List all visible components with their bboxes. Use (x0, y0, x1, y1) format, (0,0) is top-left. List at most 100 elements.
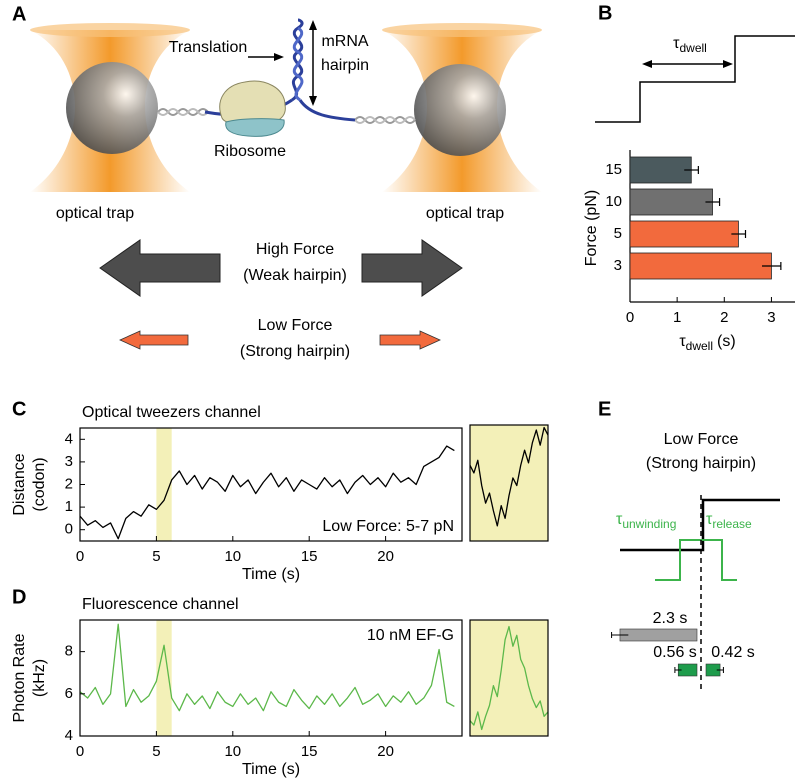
y-tick-label: 1 (65, 498, 73, 515)
x-tick-label: 2 (720, 309, 728, 326)
x-tick-label: 1 (673, 309, 681, 326)
force-arrow (361, 239, 463, 297)
annotation: Low Force: 5-7 pN (322, 518, 454, 535)
x-tick-label: 15 (301, 548, 318, 565)
y-tick-label: 4 (65, 727, 73, 744)
diagram-label: mRNA (321, 33, 368, 50)
trap-beam-top (30, 23, 190, 37)
diagram-label: Ribosome (214, 143, 286, 160)
tau-label: τunwinding (616, 511, 676, 531)
unit: (s) (717, 333, 736, 350)
diagram-label: High Force (256, 241, 334, 258)
annotation: 10 nM EF-G (367, 627, 454, 644)
tau-sub: release (712, 517, 752, 531)
x-tick-label: 0 (76, 548, 84, 565)
y-tick-label: 3 (65, 453, 73, 470)
dna-handle (157, 108, 209, 116)
diagram-label: optical trap (426, 205, 504, 222)
x-tick-label: 0 (76, 743, 84, 760)
tau-sub: unwinding (622, 517, 676, 531)
x-tick-label: 5 (152, 743, 160, 760)
force-arrow (379, 330, 441, 350)
force-arrow (99, 239, 221, 297)
value-label: 2.3 s (653, 610, 688, 627)
arrow-head (309, 20, 317, 106)
trap-diagram (30, 18, 542, 350)
chart-title: Fluorescence channel (82, 596, 239, 613)
x-axis-label: Time (s) (242, 566, 300, 583)
x-tick-label: 0 (626, 309, 634, 326)
bar (629, 252, 772, 280)
value-label: 0.56 s (653, 644, 697, 661)
diagram-label: Low Force (258, 317, 333, 334)
bar (629, 156, 692, 184)
diagram-label: Translation (169, 39, 248, 56)
tau-sub: dwell (686, 339, 713, 353)
inset-background (470, 425, 548, 541)
diagram-label: (Weak hairpin) (243, 267, 347, 284)
highlight-band (156, 620, 172, 736)
force-arrow (119, 330, 189, 350)
plot-frame (79, 619, 463, 737)
y-tick-label: 10 (605, 193, 622, 210)
hairpin-strand (292, 26, 304, 102)
x-tick-label: 10 (224, 743, 241, 760)
value-label: 0.42 s (711, 644, 755, 661)
trap-beam-top (382, 23, 542, 37)
panel-title: Low Force (664, 431, 739, 448)
x-tick-label: 5 (152, 548, 160, 565)
plot-frame (469, 424, 549, 542)
dna-handle (354, 116, 416, 124)
chart-title: Optical tweezers channel (82, 404, 261, 421)
panel-label: E (598, 398, 611, 420)
tau-label: τrelease (706, 511, 752, 531)
highlight-band (156, 428, 172, 541)
plot-frame (469, 619, 549, 737)
diagram-label: hairpin (321, 57, 369, 74)
tau-symbol: τ (616, 511, 623, 528)
x-axis-label: τdwell (s) (679, 333, 735, 353)
x-tick-label: 20 (377, 743, 394, 760)
y-tick-label: 6 (65, 685, 73, 702)
tau-label: τdwell (673, 35, 707, 55)
diagram-label: optical trap (56, 205, 134, 222)
y-axis-label: (kHz) (31, 659, 48, 697)
y-tick-label: 2 (65, 475, 73, 492)
x-tick-label: 15 (301, 743, 318, 760)
trace (79, 445, 455, 540)
bead (414, 64, 506, 156)
trace (79, 623, 455, 712)
ribosome-small (225, 118, 285, 137)
step-trace (595, 35, 795, 123)
inset-background (470, 620, 548, 736)
tau-symbol: τ (673, 35, 680, 52)
y-tick-label: 15 (605, 161, 622, 178)
diagram-label: (Strong hairpin) (240, 343, 350, 360)
arrow-head (274, 53, 284, 61)
panel-label: A (12, 3, 26, 25)
arrow-head (642, 60, 733, 68)
tau-sub: dwell (679, 41, 706, 55)
panel-label: B (598, 2, 612, 24)
x-tick-label: 20 (377, 548, 394, 565)
panel-title: (Strong hairpin) (646, 455, 756, 472)
y-axis-label: Force (pN) (583, 190, 600, 266)
y-tick-label: 3 (614, 257, 622, 274)
trace (469, 625, 549, 731)
x-axis-label: Time (s) (242, 761, 300, 778)
bar (629, 188, 713, 216)
y-axis-label: Distance (11, 453, 28, 515)
trace (469, 426, 549, 527)
pulse-trace (655, 539, 737, 581)
bead (66, 62, 158, 154)
x-tick-label: 10 (224, 548, 241, 565)
y-tick-label: 5 (614, 225, 622, 242)
tau-symbol: τ (679, 333, 686, 350)
step-trace (620, 498, 780, 552)
bar (629, 220, 739, 248)
y-tick-label: 0 (65, 521, 73, 538)
panel-label: D (12, 586, 26, 608)
tau-symbol: τ (706, 511, 713, 528)
y-tick-label: 4 (65, 430, 73, 447)
